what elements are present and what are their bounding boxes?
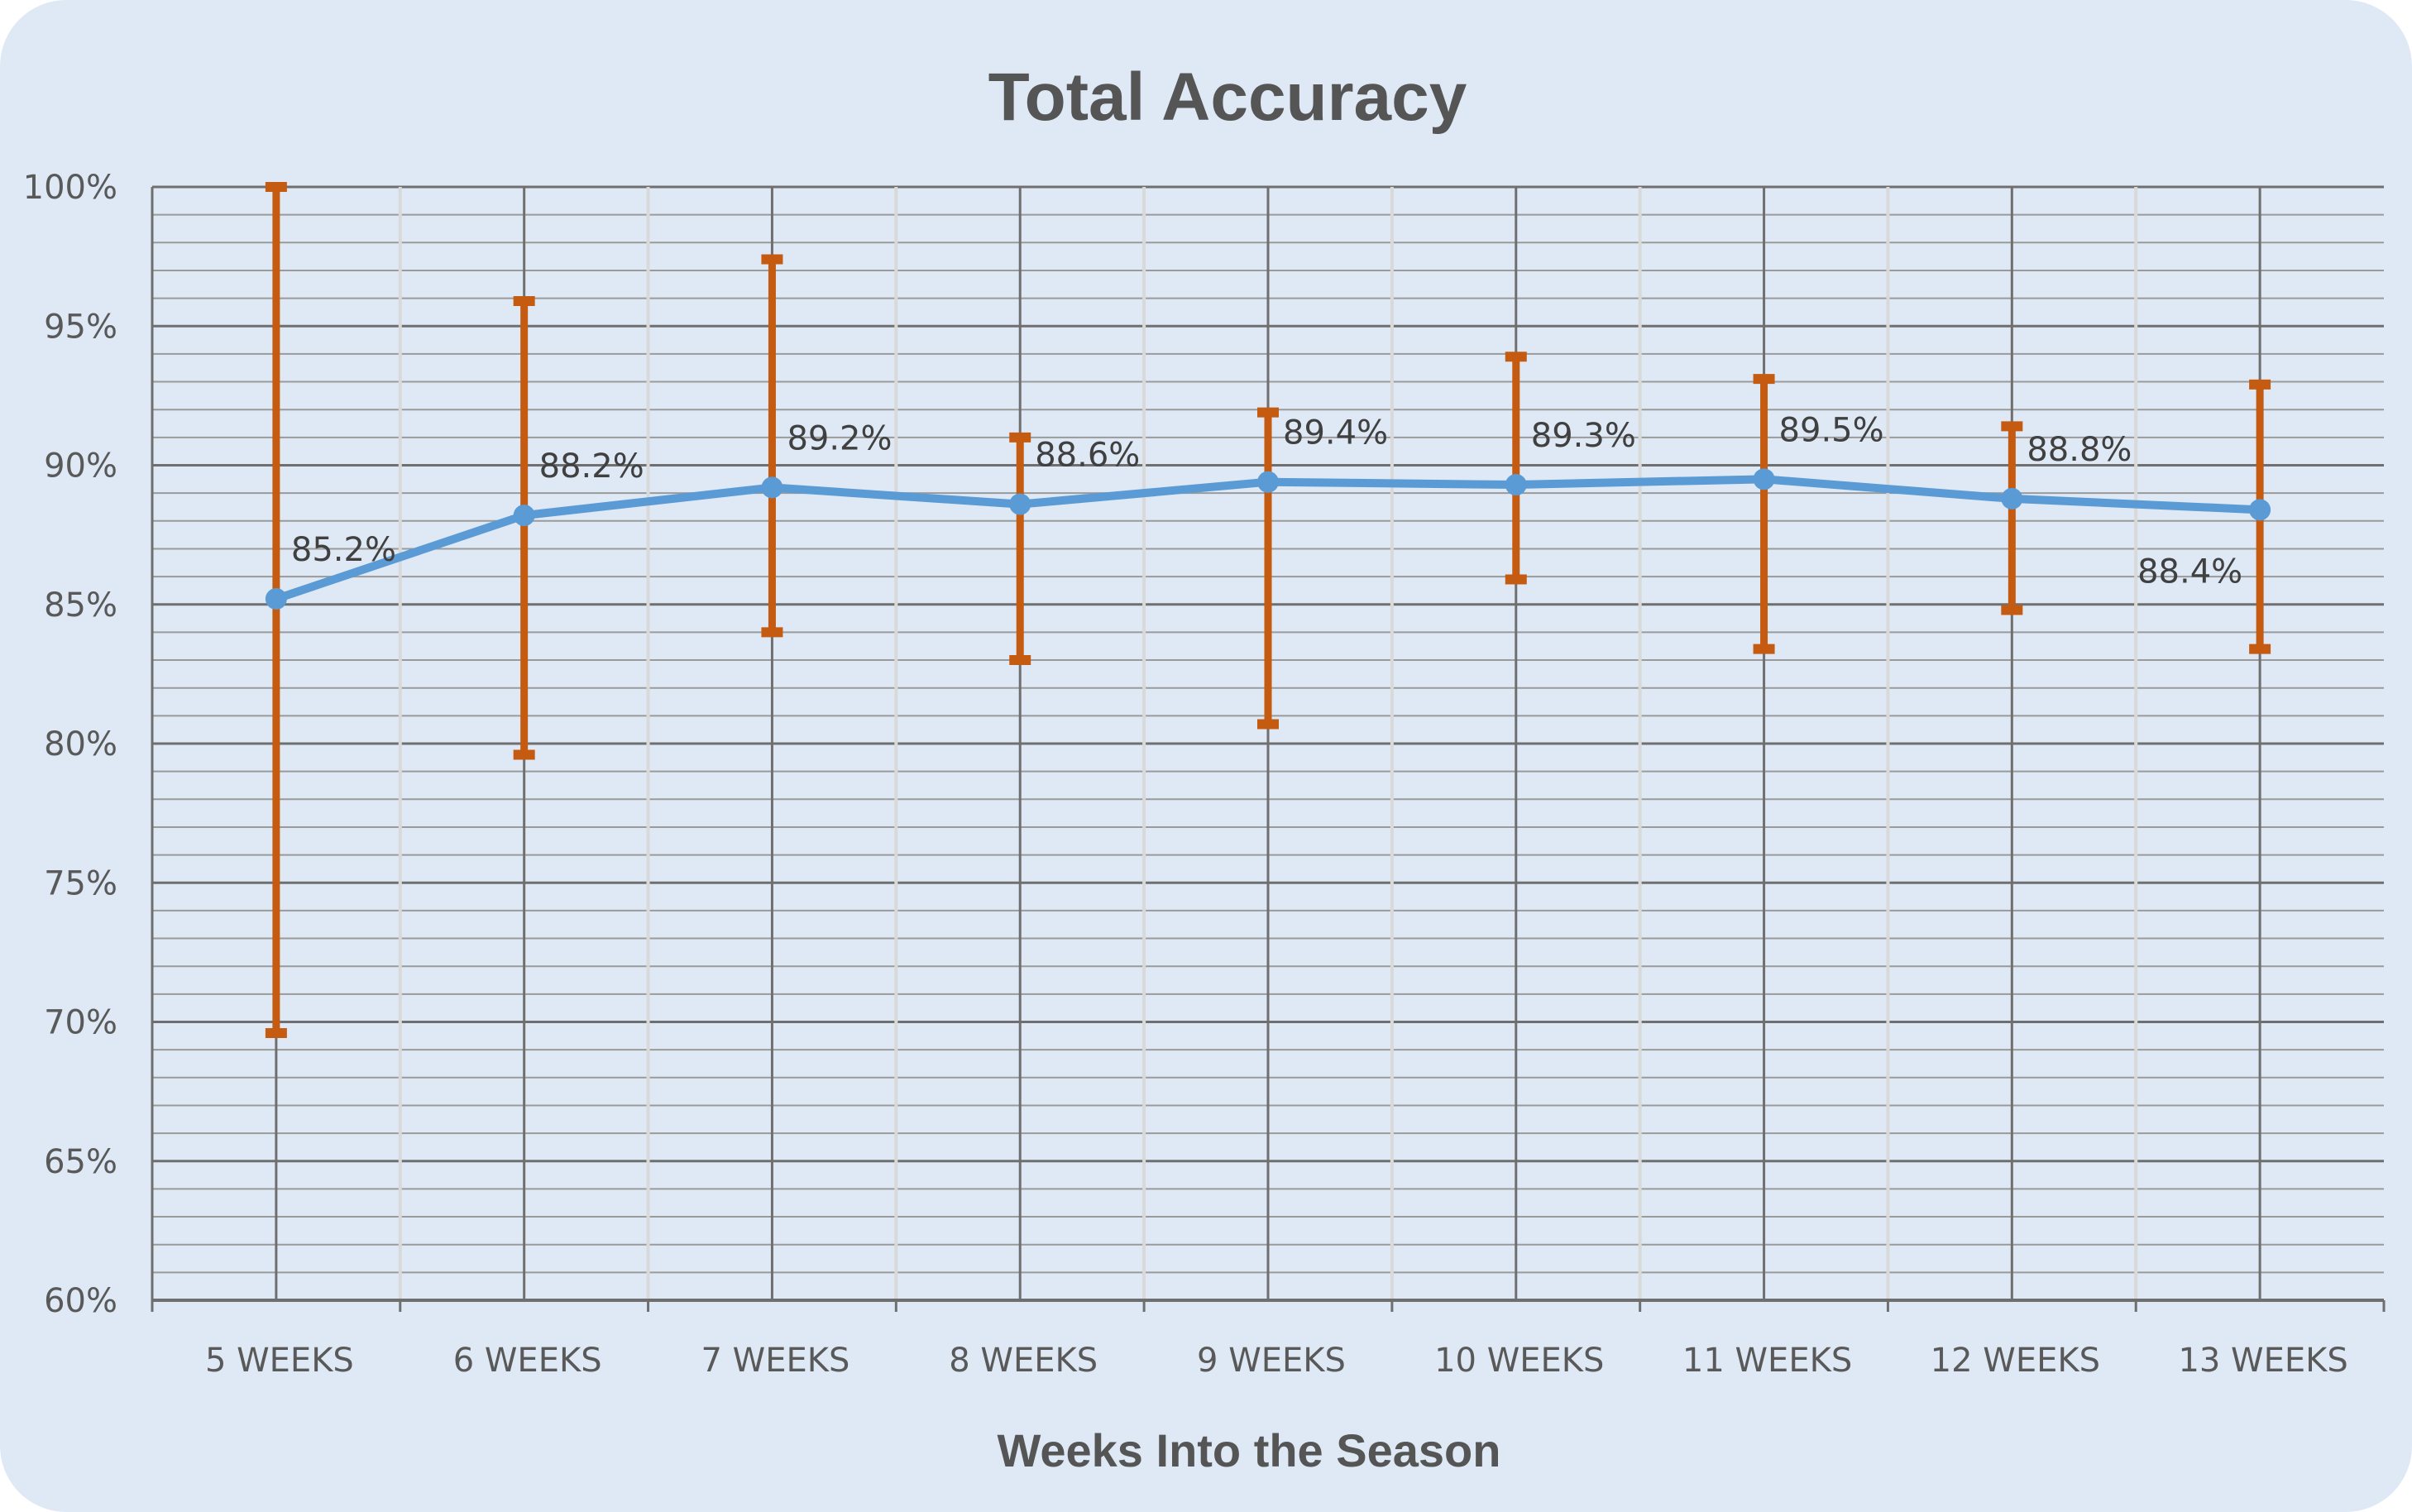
x-tick-label: 10 WEEKS <box>1434 1342 1604 1380</box>
data-point <box>513 505 535 527</box>
x-tick-label: 11 WEEKS <box>1682 1342 1852 1380</box>
x-tick-label: 13 WEEKS <box>2178 1342 2347 1380</box>
chart-title: Total Accuracy <box>988 60 1467 135</box>
data-label: 88.2% <box>539 447 644 486</box>
data-point <box>1009 493 1031 515</box>
data-point <box>1753 468 1775 490</box>
x-tick-label: 7 WEEKS <box>701 1342 849 1380</box>
grid <box>151 185 2386 1312</box>
y-tick-label: 85% <box>44 586 117 624</box>
data-point <box>761 476 783 499</box>
data-label: 85.2% <box>291 531 396 569</box>
x-tick-label: 5 WEEKS <box>205 1342 354 1380</box>
y-tick-label: 75% <box>44 864 117 902</box>
y-tick-label: 95% <box>44 308 117 346</box>
data-label: 88.8% <box>2027 431 2132 469</box>
x-tick-label: 9 WEEKS <box>1197 1342 1346 1380</box>
data-point <box>1257 471 1279 493</box>
y-tick-label: 100% <box>23 169 117 207</box>
x-axis-ticks: 5 WEEKS 6 WEEKS 7 WEEKS 8 WEEKS 9 WEEKS 10 WE… <box>205 1342 2348 1380</box>
x-tick-label: 8 WEEKS <box>949 1342 1098 1380</box>
data-label: 89.2% <box>787 419 892 457</box>
x-axis-title: Weeks Into the Season <box>998 1424 1501 1476</box>
data-point <box>2249 499 2271 521</box>
y-tick-label: 90% <box>44 447 117 486</box>
data-point <box>1505 474 1527 496</box>
y-axis-ticks: 60% 65% 70% 75% 80% 85% 90% 95% 100% <box>23 169 117 1320</box>
y-tick-label: 80% <box>44 725 117 763</box>
data-point <box>265 588 287 610</box>
data-label: 89.4% <box>1283 414 1388 452</box>
data-label: 89.3% <box>1531 417 1636 455</box>
data-label: 88.4% <box>2137 553 2242 591</box>
x-tick-label: 6 WEEKS <box>453 1342 602 1380</box>
accuracy-series <box>265 468 2271 610</box>
data-label: 88.6% <box>1035 437 1140 475</box>
y-tick-label: 70% <box>44 1004 117 1042</box>
error-bars <box>265 182 2271 1038</box>
y-tick-label: 65% <box>44 1143 117 1181</box>
data-point <box>2001 487 2023 510</box>
data-label: 89.5% <box>1779 411 1884 449</box>
y-tick-label: 60% <box>44 1282 117 1320</box>
x-tick-label: 12 WEEKS <box>1931 1342 2100 1380</box>
data-labels: 85.2% 88.2% 89.2% 88.6% 89.4% 89.3% 89.5% 88.8%… <box>291 411 2242 591</box>
